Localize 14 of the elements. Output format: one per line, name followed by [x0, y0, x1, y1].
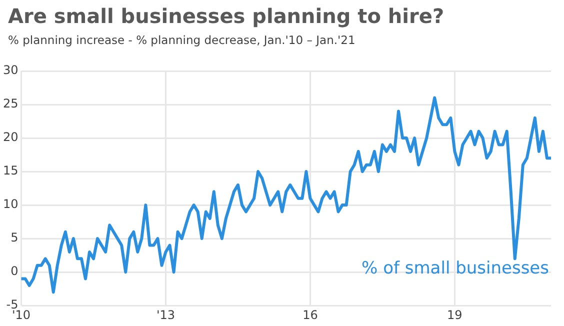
series-label: % of small businesses	[362, 258, 550, 279]
chart-subtitle: % planning increase - % planning decrease, Jan.'10 – Jan.'21	[8, 33, 356, 47]
y-tick-label: 10	[2, 197, 18, 212]
y-tick-label: 15	[2, 164, 18, 178]
y-tick-label: 0	[10, 264, 18, 278]
y-tick-label: 5	[10, 230, 18, 245]
x-tick-label: '10	[12, 308, 31, 322]
x-tick-label: '13	[156, 308, 176, 322]
y-tick-label: 30	[2, 63, 18, 78]
chart-title: Are small businesses planning to hire?	[8, 4, 444, 28]
x-tick-label: 19	[447, 308, 462, 322]
x-tick-label: 16	[302, 308, 318, 322]
y-tick-label: 25	[2, 96, 18, 111]
y-tick-label: 20	[2, 130, 18, 144]
